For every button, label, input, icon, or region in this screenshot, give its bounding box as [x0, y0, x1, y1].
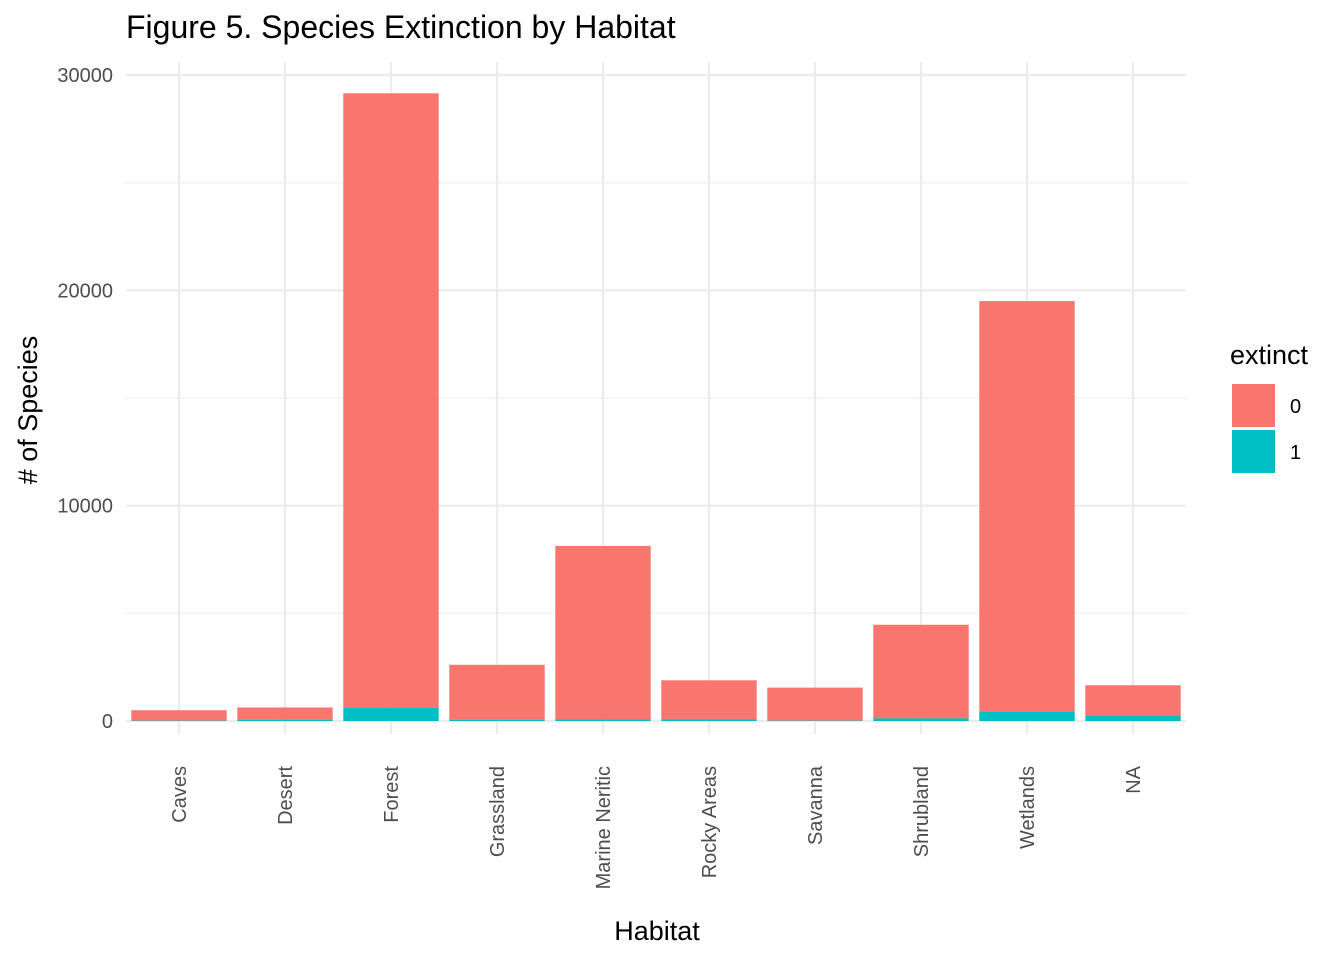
x-tick-label: Grassland	[487, 766, 509, 857]
bar-grassland-extinct-0	[449, 664, 545, 720]
legend-key-0	[1232, 384, 1275, 427]
bar-rocky-areas-extinct-0	[661, 680, 757, 720]
x-tick-labels: Caves Desert Forest Grassland Marine Neritic…	[169, 765, 1145, 889]
grid-lines	[126, 62, 1186, 734]
y-tick-label: 0	[102, 711, 113, 733]
bar-forest-extinct-1	[343, 708, 439, 721]
bar-marine-neritic-extinct-0	[555, 545, 651, 720]
x-tick-label: Marine Neritic	[593, 766, 615, 889]
bar-shrubland-extinct-0	[873, 624, 969, 719]
bar-wetlands-extinct-1	[979, 711, 1075, 721]
x-tick-label: Shrubland	[911, 766, 933, 857]
x-axis-title: Habitat	[614, 916, 700, 946]
bar-na-extinct-1	[1085, 715, 1181, 721]
bars	[131, 93, 1181, 721]
y-axis-title: # of Species	[13, 336, 43, 485]
bar-caves-extinct-0	[131, 710, 227, 721]
x-tick-label: Forest	[381, 766, 403, 823]
x-tick-label: Wetlands	[1017, 766, 1039, 849]
x-tick-label: Desert	[275, 766, 297, 825]
legend-label-0: 0	[1290, 396, 1301, 418]
y-tick-label: 20000	[57, 280, 113, 302]
y-tick-label: 10000	[57, 496, 113, 518]
bar-desert-extinct-1	[237, 719, 333, 721]
y-tick-label: 30000	[57, 65, 113, 87]
bar-savanna-extinct-0	[767, 687, 863, 721]
legend-label-1: 1	[1290, 442, 1301, 464]
bar-na-extinct-0	[1085, 685, 1181, 716]
x-tick-label: Caves	[169, 766, 191, 823]
legend-title: extinct	[1230, 340, 1309, 370]
x-tick-label: Savanna	[805, 765, 827, 845]
legend-key-1	[1232, 430, 1275, 473]
bar-rocky-areas-extinct-1	[661, 719, 757, 721]
x-tick-label: Rocky Areas	[699, 766, 721, 878]
bar-shrubland-extinct-1	[873, 718, 969, 721]
bar-marine-neritic-extinct-1	[555, 719, 651, 721]
bar-desert-extinct-0	[237, 707, 333, 720]
legend: extinct 0 1	[1230, 340, 1309, 473]
x-tick-label: NA	[1123, 765, 1145, 793]
y-tick-labels: 0 10000 20000 30000	[57, 65, 113, 733]
bar-wetlands-extinct-0	[979, 301, 1075, 712]
bar-forest-extinct-0	[343, 93, 439, 709]
bar-grassland-extinct-1	[449, 719, 545, 721]
chart-title: Figure 5. Species Extinction by Habitat	[126, 9, 676, 45]
